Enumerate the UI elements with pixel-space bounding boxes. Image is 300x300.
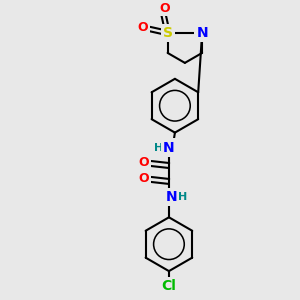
- Text: Cl: Cl: [161, 279, 176, 293]
- Text: N: N: [196, 26, 208, 40]
- Text: H: H: [154, 142, 164, 153]
- Text: O: O: [159, 2, 170, 15]
- Text: H: H: [178, 192, 188, 203]
- Text: S: S: [163, 26, 172, 40]
- Text: O: O: [137, 20, 148, 34]
- Text: N: N: [163, 141, 175, 154]
- Text: O: O: [139, 156, 149, 169]
- Text: O: O: [139, 172, 149, 185]
- Text: N: N: [166, 190, 178, 204]
